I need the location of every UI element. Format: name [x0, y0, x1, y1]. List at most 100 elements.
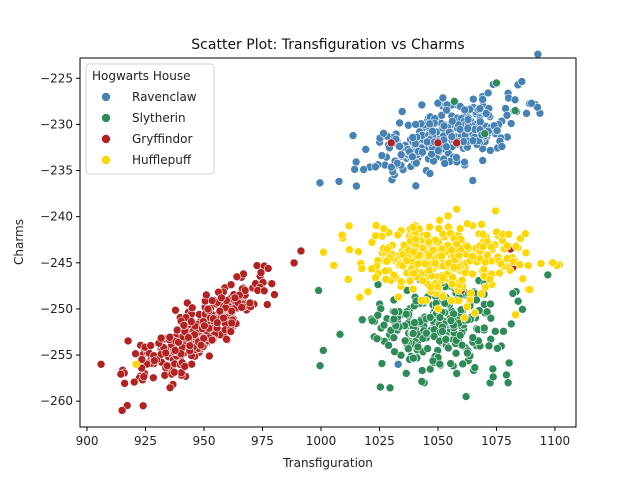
ravenclaw-point — [412, 158, 421, 168]
gryffindor-point — [219, 313, 228, 323]
gryffindor-point — [187, 303, 197, 313]
gryffindor-point — [165, 332, 175, 342]
legend-marker — [101, 134, 111, 144]
slytherin-point — [484, 341, 494, 351]
y-tick-label: −235 — [40, 164, 73, 178]
slytherin-point — [488, 364, 498, 374]
hufflepuff-point — [437, 251, 446, 261]
slytherin-point — [508, 289, 518, 298]
hufflepuff-point — [478, 242, 488, 252]
ravenclaw-point — [428, 126, 437, 136]
ravenclaw-point — [460, 105, 470, 115]
legend-label: Hufflepuff — [132, 153, 192, 167]
ravenclaw-point — [396, 150, 406, 159]
hufflepuff-point — [357, 264, 367, 273]
ravenclaw-point — [411, 181, 421, 191]
ravenclaw-point — [468, 136, 478, 146]
hufflepuff-point — [452, 204, 461, 214]
hufflepuff-point — [443, 211, 453, 221]
gryffindor-point — [161, 348, 171, 358]
slytherin-point — [335, 330, 345, 339]
ravenclaw-point — [469, 94, 478, 104]
ravenclaw-point — [361, 145, 371, 154]
slytherin-point — [463, 348, 472, 358]
hufflepuff-point — [354, 247, 363, 257]
hufflepuff-point — [491, 206, 500, 216]
hufflepuff-point — [417, 296, 427, 305]
ravenclaw-point — [434, 146, 443, 155]
hufflepuff-point — [367, 237, 377, 247]
gryffindor-point — [179, 320, 189, 330]
gryffindor-point — [262, 300, 272, 309]
hufflepuff-point — [329, 261, 339, 270]
hufflepuff-point — [389, 270, 399, 280]
ravenclaw-point — [393, 359, 403, 369]
hufflepuff-point — [424, 251, 434, 260]
hufflepuff-point — [421, 259, 430, 269]
hufflepuff-point — [452, 239, 461, 249]
ravenclaw-point — [459, 137, 468, 146]
slytherin-point — [404, 344, 413, 354]
gryffindor-point — [227, 306, 237, 316]
slytherin-point — [452, 369, 461, 378]
ravenclaw-point — [411, 120, 420, 129]
hufflepuff-point — [515, 260, 525, 269]
gryffindor-point — [267, 279, 277, 288]
x-axis: 900 925 950 975 1000 1025 1050 1075 1100 — [76, 427, 571, 448]
slytherin-point — [455, 331, 465, 340]
slytherin-point — [513, 296, 523, 306]
gryffindor-point — [259, 286, 269, 296]
x-axis-label: Transfiguration — [282, 456, 373, 470]
hufflepuff-point — [468, 252, 477, 261]
hufflepuff-point — [495, 268, 504, 278]
hufflepuff-point — [380, 266, 390, 276]
hufflepuff-point — [345, 245, 354, 254]
gryffindor-point — [256, 268, 266, 277]
hufflepuff-point — [418, 276, 428, 286]
ravenclaw-point — [404, 121, 413, 130]
hufflepuff-point — [434, 224, 444, 233]
hufflepuff-point — [511, 242, 521, 251]
ravenclaw-point — [440, 159, 449, 168]
gryffindor-point — [386, 138, 396, 148]
gryffindor-point — [240, 286, 250, 295]
gryffindor-point — [207, 296, 217, 305]
ravenclaw-point — [395, 118, 404, 128]
hufflepuff-point — [455, 224, 465, 233]
gryffindor-point — [227, 318, 237, 328]
hufflepuff-point — [478, 230, 488, 239]
hufflepuff-point — [371, 231, 380, 240]
legend-marker — [101, 113, 111, 123]
slytherin-point — [510, 106, 520, 115]
hufflepuff-point — [496, 259, 506, 269]
ravenclaw-point — [350, 165, 359, 174]
x-tick-label: 1050 — [423, 434, 454, 448]
slytherin-point — [400, 336, 410, 346]
hufflepuff-point — [343, 275, 353, 284]
hufflepuff-point — [446, 296, 456, 305]
gryffindor-point — [131, 349, 140, 359]
ravenclaw-point — [408, 133, 418, 142]
x-tick-label: 1100 — [540, 434, 571, 448]
ravenclaw-point — [395, 142, 404, 151]
gryffindor-point — [237, 303, 246, 312]
ravenclaw-point — [460, 157, 469, 167]
slytherin-point — [390, 307, 399, 317]
ravenclaw-point — [447, 132, 457, 141]
gryffindor-point — [200, 321, 209, 331]
hufflepuff-point — [381, 274, 391, 284]
slytherin-point — [384, 341, 393, 350]
gryffindor-point — [172, 325, 182, 335]
slytherin-point — [413, 342, 423, 352]
hufflepuff-point — [402, 256, 411, 266]
hufflepuff-point — [511, 310, 520, 320]
ravenclaw-point — [397, 107, 407, 116]
gryffindor-point — [139, 372, 149, 381]
points-layer — [96, 49, 564, 415]
slytherin-point — [502, 370, 511, 380]
ravenclaw-point — [392, 158, 402, 168]
gryffindor-point — [205, 351, 214, 361]
gryffindor-point — [149, 373, 158, 383]
hufflepuff-point — [503, 241, 512, 251]
hufflepuff-point — [477, 289, 486, 299]
